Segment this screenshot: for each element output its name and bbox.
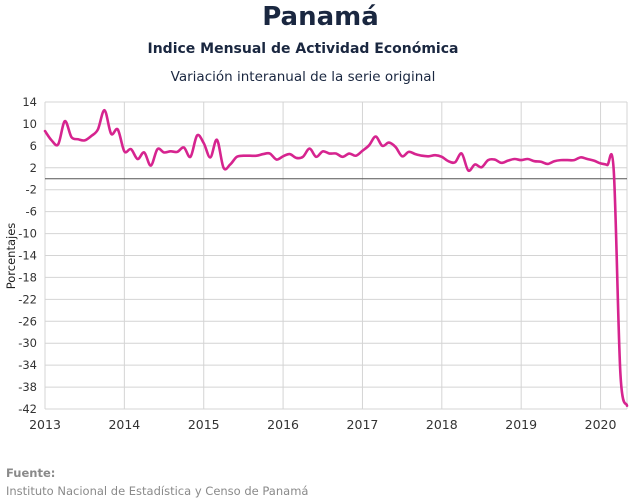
grid-lines <box>44 101 627 410</box>
y-tick-label: -18 <box>18 270 37 284</box>
y-tick-label: -22 <box>18 292 37 306</box>
chart-title: Panamá <box>262 2 379 32</box>
y-tick-label: -34 <box>18 358 37 372</box>
y-tick-label: -14 <box>18 249 37 263</box>
y-tick-label: 10 <box>22 117 37 131</box>
axes <box>44 102 628 410</box>
y-tick-label: -10 <box>18 227 37 241</box>
x-tick-label: 2014 <box>108 417 140 432</box>
x-tick-label: 2013 <box>29 417 61 432</box>
series-layer <box>43 108 629 408</box>
source-label: Fuente: <box>6 466 56 480</box>
x-tick-label: 2015 <box>188 417 220 432</box>
y-axis-label: Porcentajes <box>4 223 18 290</box>
y-tick-label: 6 <box>30 139 37 153</box>
x-tick-label: 2019 <box>505 417 537 432</box>
x-tick-label: 2018 <box>426 417 458 432</box>
y-tick-label: -30 <box>18 336 37 350</box>
source-text: Instituto Nacional de Estadística y Cens… <box>6 484 309 498</box>
y-tick-label: -38 <box>18 380 37 394</box>
y-tick-label: -42 <box>18 402 37 416</box>
x-tick-label: 2020 <box>585 417 617 432</box>
y-tick-label: -26 <box>18 314 37 328</box>
x-tick-label: 2017 <box>347 417 379 432</box>
x-tick-label: 2016 <box>267 417 299 432</box>
y-tick-label: 14 <box>22 95 37 109</box>
tick-labels: 141062-2-6-10-14-18-22-26-30-34-38-42201… <box>18 95 616 432</box>
y-tick-label: 2 <box>30 161 37 175</box>
chart-subtitle: Indice Mensual de Actividad Económica <box>147 41 459 57</box>
chart-subtitle-secondary: Variación interanual de la serie origina… <box>170 69 436 85</box>
series-line <box>43 108 629 408</box>
y-tick-label: -2 <box>26 183 37 197</box>
y-tick-label: -6 <box>26 205 37 219</box>
